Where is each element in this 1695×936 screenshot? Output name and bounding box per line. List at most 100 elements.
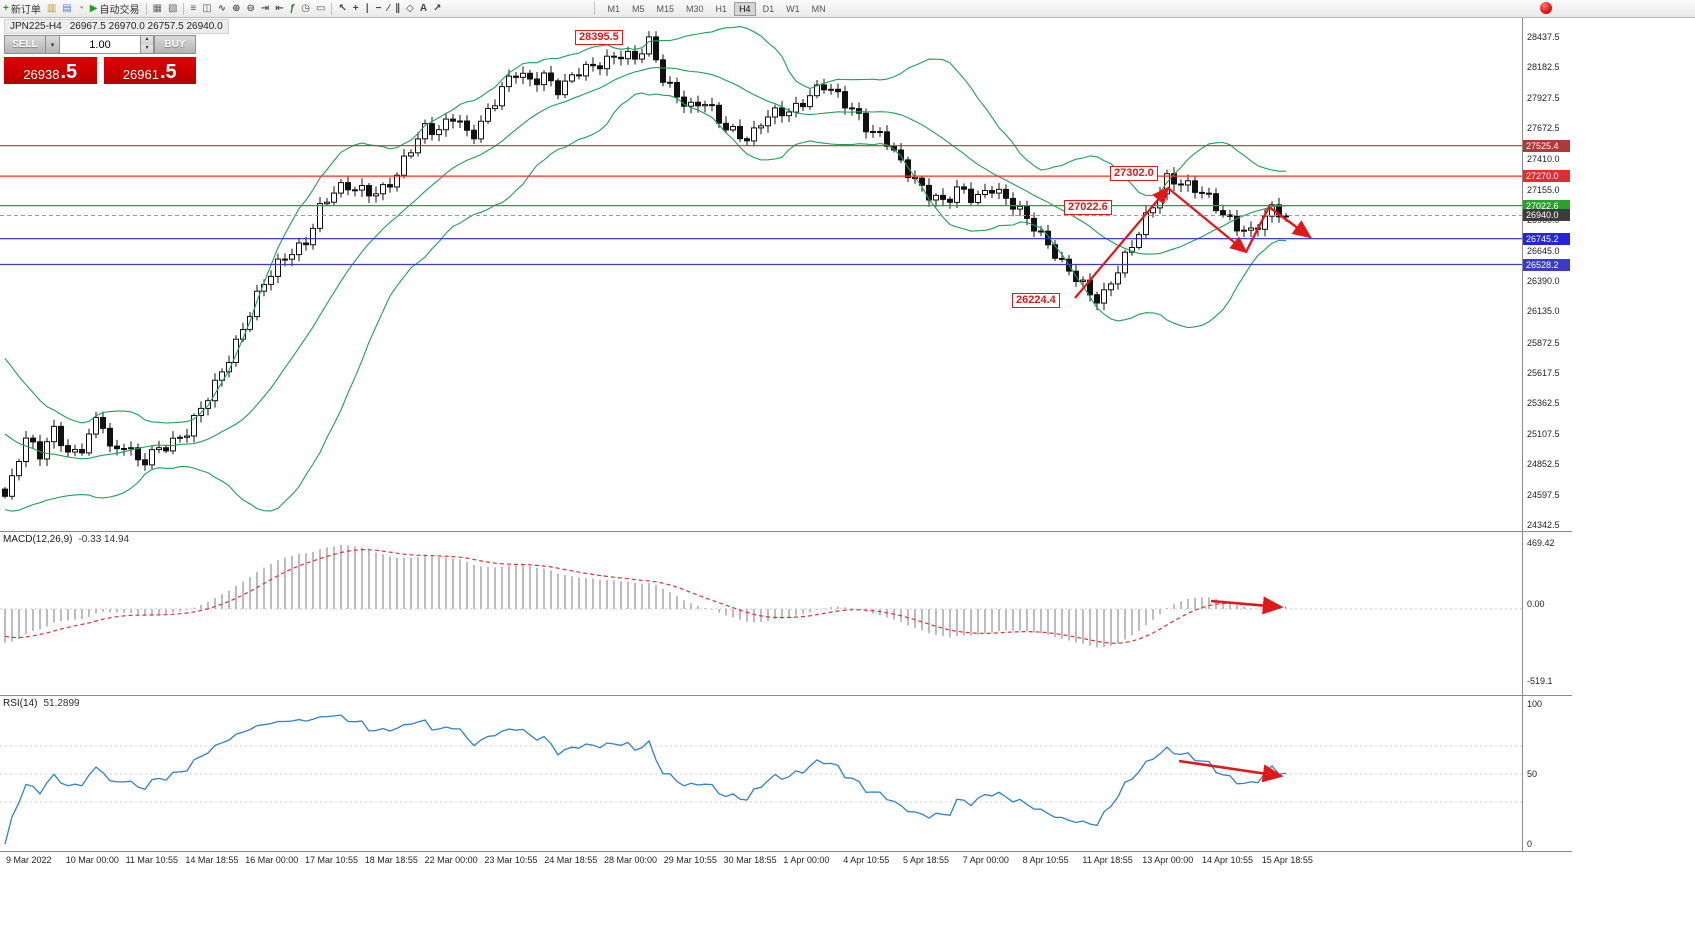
- new-order-icon: +: [3, 3, 9, 14]
- sell-price-display[interactable]: 26938.5: [4, 57, 97, 84]
- cursor-button[interactable]: ↖: [335, 1, 349, 16]
- chart-title: JPN225-H4 26967.5 26970.0 26757.5 26940.…: [4, 19, 229, 34]
- new-order-label: 新订单: [10, 5, 41, 16]
- one-click-trading-panel: SELL ▾ ▴▾ BUY 26938.5 26961.5: [4, 35, 196, 84]
- toolbar: + 新订单 ▥ ▤ ◔ ▶ 自动交易 ▦ ▧ ≡ ◫ ∿ ⊕ ⊖ ⇥ ⇤ ƒ ◷ ▭ ↖ + ∣ − ∕ ∥ ◇ A ↗ M1 M5 M1…: [0, 0, 1695, 18]
- volume-stepper[interactable]: ▴ ▾: [141, 35, 154, 54]
- arrow-tool-button[interactable]: ↗: [430, 1, 444, 16]
- history-center-button[interactable]: ◔: [75, 1, 87, 16]
- volume-down-icon[interactable]: ▾: [141, 44, 153, 53]
- history-center-icon: ◔: [77, 3, 84, 14]
- tile-windows-button[interactable]: ▦: [150, 1, 165, 16]
- timeframe-w1-button[interactable]: W1: [786, 3, 800, 14]
- macd-signal-line: [4, 548, 1287, 644]
- timeframe-d1-button[interactable]: D1: [762, 3, 775, 14]
- horizontal-line-icon: −: [375, 3, 382, 14]
- zoom-out-icon: ⊖: [246, 3, 255, 14]
- zoom-out-button[interactable]: ⊖: [243, 1, 257, 16]
- auto-scroll-button[interactable]: ⇥: [258, 1, 272, 16]
- line-chart-button[interactable]: ∿: [215, 1, 229, 16]
- candlestick-chart-button[interactable]: ◫: [199, 1, 214, 16]
- crosshair-button[interactable]: +: [350, 1, 362, 16]
- buy-button[interactable]: BUY: [154, 35, 196, 54]
- bollinger-middle-band: [4, 66, 1287, 460]
- trend-arrow-1: [1074, 186, 1170, 299]
- market-watch-button[interactable]: ▥: [44, 1, 59, 16]
- chart-shift-button[interactable]: ⇤: [272, 1, 286, 16]
- toolbar-separator: [145, 2, 147, 15]
- vertical-line-button[interactable]: ∣: [362, 1, 373, 16]
- timeframe-h4-button[interactable]: H4: [734, 1, 756, 16]
- line-chart-icon: ∿: [217, 3, 227, 14]
- periods-button[interactable]: ◷: [298, 1, 313, 16]
- candlesticks: [2, 31, 1289, 500]
- toolbar-separator: [331, 2, 333, 15]
- buy-price-main: 26961: [122, 67, 159, 82]
- chart-symbol-label: JPN225-H4: [10, 21, 62, 32]
- trendline-button[interactable]: ∕: [384, 1, 392, 16]
- templates-button[interactable]: ▭: [313, 1, 328, 16]
- zoom-in-icon: ⊕: [232, 3, 241, 14]
- bar-chart-icon: ≡: [190, 3, 197, 14]
- candlestick-chart-icon: ◫: [202, 3, 212, 14]
- price-lines: [0, 145, 1522, 266]
- autotrading-label: 自动交易: [99, 5, 140, 16]
- new-order-button[interactable]: + 新订单: [0, 1, 44, 16]
- tile-windows-icon: ▦: [152, 3, 162, 14]
- cascade-windows-button[interactable]: ▧: [165, 1, 180, 16]
- trend-arrow-2: [1167, 187, 1248, 254]
- periods-icon: ◷: [301, 3, 310, 14]
- annotation-arrows: [1074, 186, 1312, 783]
- trend-arrow-5: [1178, 759, 1284, 783]
- timeframe-h1-button[interactable]: H1: [715, 3, 728, 14]
- horizontal-line-button[interactable]: −: [373, 1, 385, 16]
- bollinger-bands: [4, 26, 1287, 512]
- shapes-icon: ◇: [406, 3, 414, 14]
- indicator-plots: [0, 545, 1522, 845]
- trend-arrow-4: [1210, 596, 1284, 615]
- trendline-icon: ∕: [387, 3, 390, 14]
- red-status-icon[interactable]: [1540, 2, 1552, 14]
- sell-button[interactable]: SELL: [4, 35, 46, 54]
- timeframe-m5-button[interactable]: M5: [632, 3, 645, 14]
- sell-price-main: 26938: [23, 67, 60, 82]
- timeframe-toolbar: M1 M5 M15 M30 H1 H4 D1 W1 MN: [594, 1, 831, 16]
- timeframe-m30-button[interactable]: M30: [686, 3, 704, 14]
- toolbar-separator: [183, 2, 185, 15]
- chart-ohlc-values: 26967.5 26970.0 26757.5 26940.0: [69, 21, 223, 32]
- trade-controls-row: SELL ▾ ▴▾ BUY: [4, 35, 196, 54]
- channel-button[interactable]: ∥: [392, 1, 403, 16]
- auto-scroll-icon: ⇥: [260, 3, 270, 14]
- data-window-icon: ▤: [62, 3, 72, 14]
- zoom-in-button[interactable]: ⊕: [229, 1, 243, 16]
- bollinger-lower-band: [4, 92, 1287, 512]
- cursor-icon: ↖: [338, 3, 347, 14]
- volume-up-icon[interactable]: ▴: [141, 36, 153, 45]
- shapes-button[interactable]: ◇: [403, 1, 417, 16]
- volume-input[interactable]: [60, 35, 141, 54]
- vertical-line-icon: ∣: [364, 3, 370, 14]
- templates-icon: ▭: [315, 3, 326, 14]
- indicators-icon: ƒ: [289, 3, 296, 14]
- indicators-button[interactable]: ƒ: [287, 1, 299, 16]
- text-label-icon: A: [419, 3, 428, 14]
- data-window-button[interactable]: ▤: [59, 1, 74, 16]
- channel-icon: ∥: [395, 3, 401, 14]
- timeframe-mn-button[interactable]: MN: [811, 3, 826, 14]
- market-watch-icon: ▥: [46, 3, 57, 14]
- volume-dropdown-icon[interactable]: ▾: [46, 35, 60, 54]
- timeframe-m1-button[interactable]: M1: [607, 3, 620, 14]
- rsi-line: [4, 714, 1287, 845]
- autotrading-button[interactable]: ▶ 自动交易: [87, 1, 143, 16]
- toolbar-buttons: + 新订单 ▥ ▤ ◔ ▶ 自动交易 ▦ ▧ ≡ ◫ ∿ ⊕ ⊖ ⇥ ⇤ ƒ ◷ ▭ ↖ + ∣ − ∕ ∥ ◇ A ↗: [0, 0, 444, 17]
- bollinger-upper-band: [4, 26, 1286, 424]
- autotrading-icon: ▶: [89, 3, 98, 14]
- timeframe-m15-button[interactable]: M15: [656, 3, 675, 14]
- panel-separators: [0, 17, 1572, 852]
- bar-chart-button[interactable]: ≡: [187, 1, 199, 16]
- buy-price-fraction: .5: [159, 61, 177, 83]
- crosshair-icon: +: [352, 3, 359, 14]
- buy-price-display[interactable]: 26961.5: [103, 57, 196, 84]
- text-label-button[interactable]: A: [417, 1, 430, 16]
